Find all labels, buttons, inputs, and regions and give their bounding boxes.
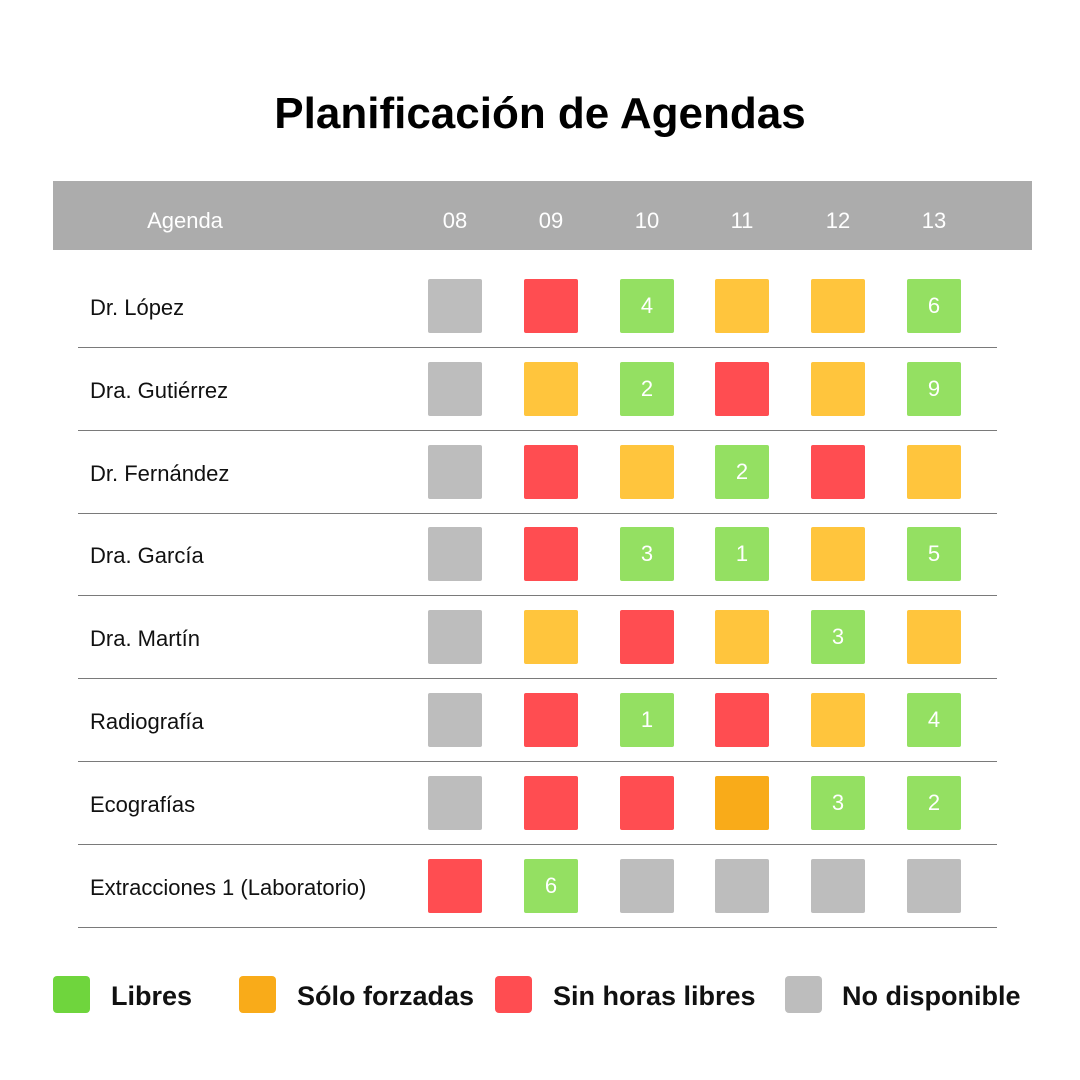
slot-cell-forced[interactable] [715, 279, 769, 333]
legend-label: Libres [111, 981, 193, 1011]
header-hour-11: 11 [730, 208, 754, 233]
slot-cell-free[interactable]: 9 [907, 361, 961, 416]
slot-cell-free[interactable]: 1 [620, 693, 674, 747]
slot-cell-forced[interactable] [811, 527, 865, 582]
slot-cell-free[interactable]: 6 [907, 279, 961, 333]
slot-cell-none[interactable] [524, 527, 578, 582]
legend-swatch [53, 976, 90, 1013]
header-hour-12: 12 [825, 208, 851, 233]
slot-cell-forced[interactable] [620, 444, 674, 499]
header-hour-08: 08 [442, 208, 468, 233]
slot-cell-none[interactable] [620, 610, 674, 665]
slot-cell-unavailable[interactable] [428, 279, 482, 333]
slot-cell-unavailable[interactable] [428, 775, 482, 830]
slot-cell-forced[interactable] [907, 610, 961, 665]
slot-cell-forced_dark[interactable] [715, 775, 769, 830]
header-hour-09: 09 [538, 208, 564, 233]
table-row: Ecografías 3 2 [78, 762, 997, 845]
slot-cell-free[interactable]: 3 [811, 610, 865, 665]
legend-swatch [239, 976, 276, 1013]
slot-cell-unavailable[interactable] [428, 693, 482, 747]
legend-label: Sólo forzadas [297, 981, 475, 1011]
slot-cell-none[interactable] [811, 444, 865, 499]
slot-cell-forced[interactable] [715, 610, 769, 665]
legend-label: Sin horas libres [553, 981, 756, 1011]
slot-cell-forced[interactable] [811, 279, 865, 333]
agenda-name: Dra. García [90, 543, 204, 569]
table-row: Dr. Fernández 2 [78, 431, 997, 514]
slot-cell-unavailable[interactable] [428, 361, 482, 416]
legend-swatch [495, 976, 532, 1013]
agenda-name: Dra. Gutiérrez [90, 377, 229, 403]
header-hour-10: 10 [634, 208, 660, 233]
table-row: Extracciones 1 (Laboratorio) 6 [78, 845, 997, 928]
slot-cell-forced[interactable] [811, 361, 865, 416]
slot-cell-unavailable[interactable] [428, 527, 482, 582]
agenda-name: Extracciones 1 (Laboratorio) [90, 874, 367, 900]
slot-cell-free[interactable]: 2 [620, 361, 674, 416]
slot-cell-free[interactable]: 6 [524, 858, 578, 913]
slot-cell-forced[interactable] [907, 444, 961, 499]
slot-cell-free[interactable]: 2 [715, 444, 769, 499]
slot-cell-none[interactable] [715, 361, 769, 416]
slot-cell-free[interactable]: 4 [907, 693, 961, 747]
slot-cell-free[interactable]: 5 [907, 527, 961, 582]
slot-cell-unavailable[interactable] [428, 444, 482, 499]
slot-cell-unavailable[interactable] [620, 858, 674, 913]
legend-label: No disponible [842, 981, 1021, 1011]
slot-cell-unavailable[interactable] [715, 858, 769, 913]
slot-cell-unavailable[interactable] [811, 858, 865, 913]
table-row: Dra. Martín 3 [78, 596, 997, 680]
agenda-name: Ecografías [90, 791, 196, 817]
header-agenda: Agenda [147, 208, 223, 233]
slot-cell-free[interactable]: 1 [715, 527, 769, 582]
legend-swatch [785, 976, 822, 1013]
slot-cell-none[interactable] [524, 279, 578, 333]
slot-cell-none[interactable] [524, 444, 578, 499]
table-header: Agenda 08 09 10 11 12 13 [53, 181, 1032, 250]
slot-cell-forced[interactable] [524, 610, 578, 665]
slot-cell-unavailable[interactable] [907, 858, 961, 913]
agenda-name: Dr. Fernández [90, 460, 230, 486]
slot-cell-forced[interactable] [811, 693, 865, 747]
slot-cell-free[interactable]: 3 [811, 775, 865, 830]
header-hour-13: 13 [921, 208, 947, 233]
table-row: Dra. Gutiérrez 2 9 [78, 348, 997, 431]
slot-cell-free[interactable]: 3 [620, 527, 674, 582]
table-row: Dr. López 4 6 [78, 265, 997, 348]
table-row: Radiografía 1 4 [78, 679, 997, 762]
slot-cell-forced[interactable] [524, 361, 578, 416]
agenda-name: Dra. Martín [90, 626, 201, 652]
slot-cell-none[interactable] [715, 693, 769, 747]
slot-cell-free[interactable]: 4 [620, 279, 674, 333]
slot-cell-none[interactable] [428, 858, 482, 913]
slot-cell-free[interactable]: 2 [907, 775, 961, 830]
agenda-name: Radiografía [90, 709, 204, 734]
slot-cell-none[interactable] [620, 775, 674, 830]
page-title: Planificación de Agendas [274, 89, 806, 138]
slot-cell-none[interactable] [524, 693, 578, 747]
slot-cell-unavailable[interactable] [428, 610, 482, 665]
slot-cell-none[interactable] [524, 775, 578, 830]
agenda-name: Dr. López [90, 295, 185, 320]
table-row: Dra. García 3 1 5 [78, 513, 997, 597]
